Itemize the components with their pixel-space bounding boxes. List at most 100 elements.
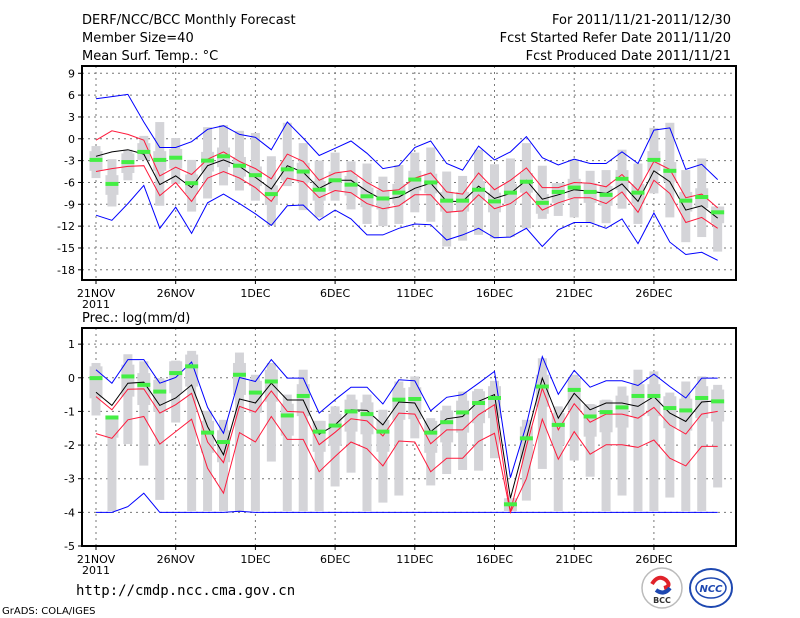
ensemble-box — [392, 387, 406, 420]
median-marker — [472, 187, 486, 192]
mean-line — [95, 149, 719, 219]
median-marker — [169, 155, 183, 160]
median-marker — [280, 413, 294, 418]
median-marker — [583, 189, 597, 194]
median-marker — [567, 387, 581, 392]
plot-frame — [81, 327, 737, 547]
y-tick-label: -18 — [57, 264, 75, 277]
ensemble-box — [89, 366, 103, 399]
svg-text:NCC: NCC — [699, 584, 723, 595]
median-marker — [232, 372, 246, 377]
lower-line — [95, 415, 718, 514]
median-marker — [583, 414, 597, 419]
ensemble-range-bar — [697, 376, 707, 512]
ensemble-box — [312, 420, 326, 452]
median-marker — [440, 420, 454, 425]
ensemble-range-bar — [266, 362, 276, 462]
ensemble-range-bar — [649, 371, 659, 512]
precip-panel-title: Prec.: log(mm/d) — [82, 311, 190, 326]
median-marker — [376, 196, 390, 201]
x-tick-label: 1DEC — [240, 553, 270, 566]
ensemble-range-bar — [330, 406, 340, 487]
ensemble-box — [328, 413, 342, 446]
y-tick-label: 9 — [68, 67, 75, 80]
median-marker — [201, 158, 215, 163]
median-marker — [121, 374, 135, 379]
median-marker — [217, 154, 231, 159]
median-marker — [312, 429, 326, 434]
median-marker — [248, 173, 262, 178]
ncc-logo: NCC — [689, 568, 733, 608]
ensemble-range-bar — [346, 394, 356, 473]
median-marker — [679, 408, 693, 413]
x-tick-label: 21DEC — [556, 287, 593, 300]
median-marker — [615, 405, 629, 410]
ensemble-range-bar — [633, 369, 643, 512]
median-marker — [519, 179, 533, 184]
median-marker — [264, 379, 278, 384]
y-tick-label: -3 — [64, 473, 75, 486]
median-marker — [376, 429, 390, 434]
ensemble-box — [663, 396, 677, 429]
x-tick-label: 16DEC — [476, 553, 513, 566]
ensemble-range-bar — [362, 394, 372, 512]
median-marker — [328, 178, 342, 183]
ensemble-box — [631, 384, 645, 417]
ensemble-range-bar — [490, 380, 499, 459]
ensemble-range-bar — [537, 165, 547, 219]
median-marker — [567, 185, 581, 190]
median-marker — [631, 393, 645, 398]
median-marker — [408, 396, 422, 401]
median-marker — [440, 198, 454, 203]
median-marker — [169, 371, 183, 376]
y-tick-label: -5 — [64, 540, 75, 553]
median-marker — [599, 192, 613, 197]
median-marker — [89, 376, 103, 381]
median-marker — [248, 390, 262, 395]
max-line — [95, 93, 719, 180]
source-url[interactable]: http://cmdp.ncc.cma.gov.cn — [76, 583, 295, 599]
ensemble-range-bar — [713, 384, 723, 488]
median-marker — [89, 157, 103, 162]
ensemble-range-bar — [155, 378, 165, 500]
y-tick-label: -6 — [64, 176, 75, 189]
ensemble-range-bar — [617, 386, 627, 496]
ensemble-range-bar — [521, 419, 531, 501]
median-marker — [663, 406, 677, 411]
median-marker — [615, 176, 629, 181]
median-marker — [488, 395, 501, 400]
y-tick-label: -3 — [64, 155, 75, 168]
median-marker — [424, 430, 438, 435]
median-marker — [217, 440, 231, 445]
median-marker — [663, 168, 677, 173]
ensemble-range-bar — [378, 409, 388, 503]
median-marker — [456, 410, 470, 415]
ensemble-box — [105, 415, 119, 438]
figure-title: DERF/NCC/BCC Monthly Forecast — [82, 13, 296, 28]
bcc-logo: BCC — [641, 567, 683, 609]
ensemble-range-bar — [282, 394, 292, 512]
median-marker — [599, 410, 613, 415]
min-line — [96, 492, 718, 513]
ensemble-range-bar — [123, 354, 133, 445]
temperature-panel-title: Mean Surf. Temp.: °C — [82, 49, 218, 64]
median-marker — [711, 399, 725, 404]
svg-text:BCC: BCC — [653, 596, 671, 605]
x-tick-label: 1DEC — [240, 287, 270, 300]
median-marker — [153, 157, 167, 162]
ensemble-box — [217, 430, 231, 463]
forecast-produced-date: Fcst Produced Date 2011/11/21 — [526, 49, 731, 64]
median-marker — [456, 198, 470, 203]
x-tick-label: 21NOV — [77, 287, 116, 300]
y-tick-label: -4 — [64, 506, 75, 519]
y-tick-label: -1 — [64, 405, 75, 418]
ensemble-box — [647, 384, 661, 417]
median-marker — [551, 422, 565, 427]
median-marker — [296, 393, 310, 398]
x-tick-label: 6DEC — [320, 287, 350, 300]
ensemble-range-bar — [187, 350, 197, 512]
x-tick-label: 26NOV — [157, 553, 196, 566]
median-marker — [503, 190, 517, 195]
ensemble-box — [280, 403, 294, 436]
